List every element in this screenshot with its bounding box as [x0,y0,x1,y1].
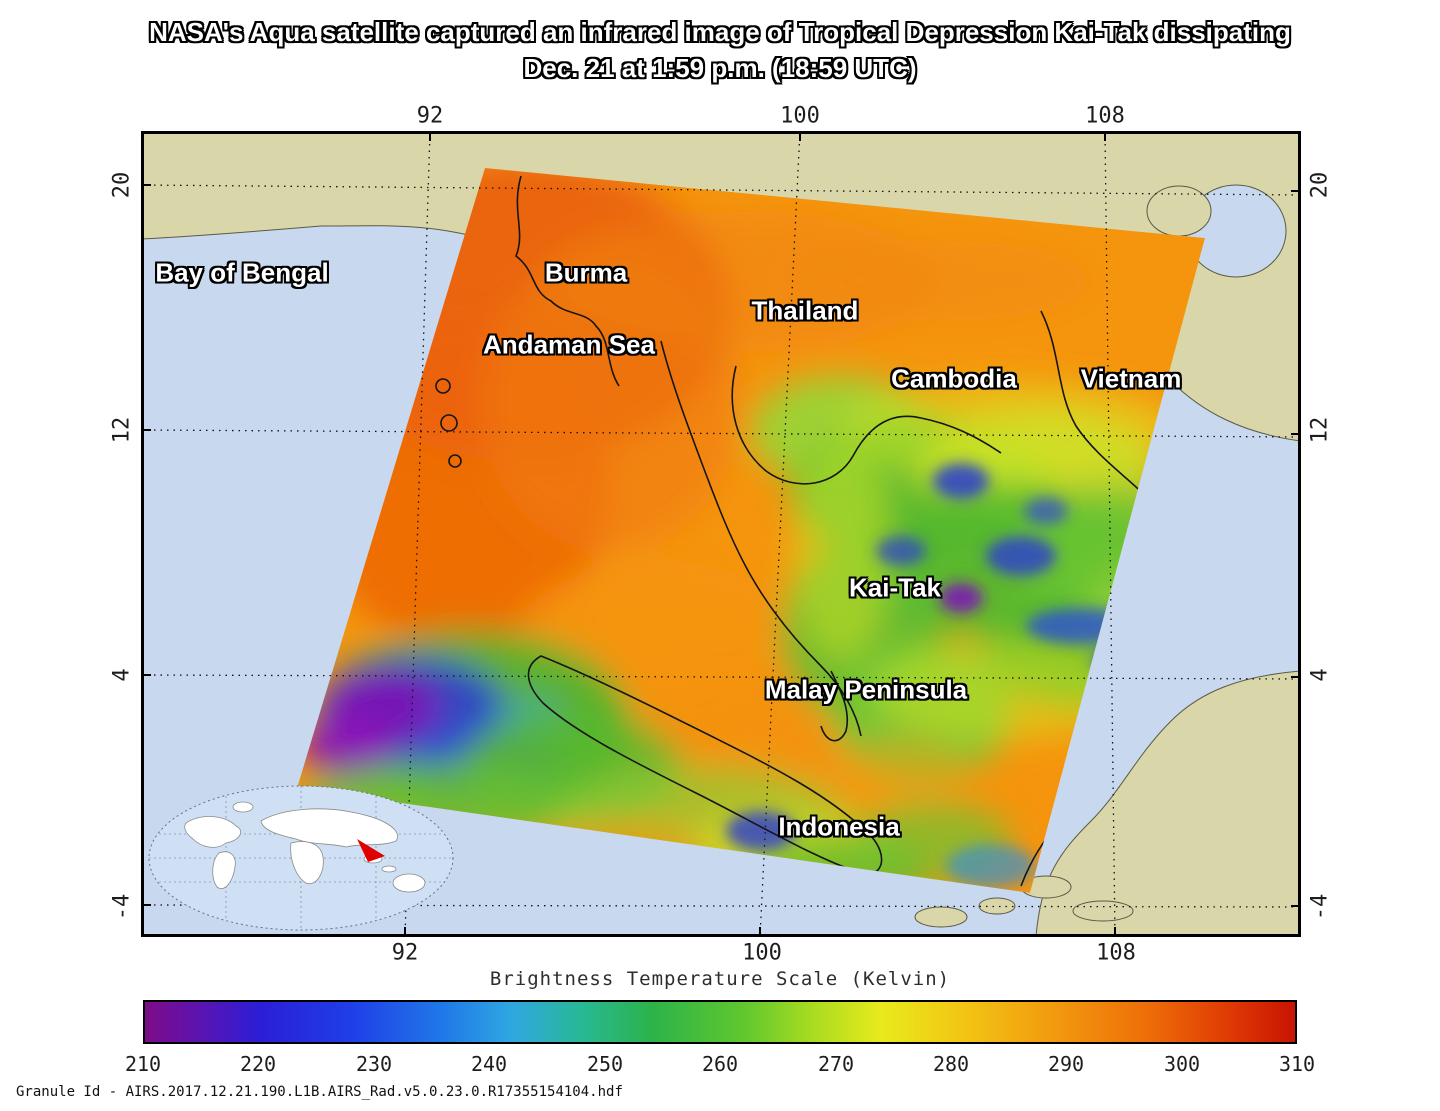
scale-tick-210: 210 [124,1052,162,1076]
scale-tick-300: 300 [1163,1052,1201,1076]
satellite-map [141,131,1301,937]
place-label-malay-peninsula: Malay Peninsula [764,674,968,705]
place-label-cambodia: Cambodia [891,363,1017,394]
image-title: NASA's Aqua satellite captured an infrar… [0,14,1440,86]
inset-continents [184,801,426,893]
lon-label-top-92: 92 [416,103,444,129]
title-line-1: NASA's Aqua satellite captured an infrar… [149,17,1291,47]
scale-title: Brightness Temperature Scale (Kelvin) [489,968,951,990]
lat-label-left-neg4: -4 [109,893,135,921]
scale-tick-280: 280 [932,1052,970,1076]
place-label-burma: Burma [544,257,628,288]
lon-label-top-108: 108 [1085,103,1125,129]
red-location-arrow [357,839,385,862]
grid-lines [141,131,1301,937]
granule-id-text: Granule Id - AIRS.2017.12.21.190.L1B.AIR… [16,1084,623,1100]
andaman-islands [435,378,462,468]
lat-label-left-20: 20 [109,171,135,199]
place-label-kai-tak: Kai-Tak [849,572,941,603]
place-label-indonesia: Indonesia [778,811,900,842]
scale-tick-240: 240 [470,1052,508,1076]
lat-label-right-4: 4 [1307,668,1333,682]
place-label-andaman-sea: Andaman Sea [483,329,655,360]
scale-tick-230: 230 [355,1052,393,1076]
map-frame [141,131,1301,937]
place-label-bay-of-bengal: Bay of Bengal [155,257,329,288]
frame-ticks [141,131,1301,937]
scale-tick-270: 270 [817,1052,855,1076]
title-line-2: Dec. 21 at 1:59 p.m. (18:59 UTC) [523,53,917,83]
lat-label-right-20: 20 [1307,171,1333,199]
scale-tick-260: 260 [701,1052,739,1076]
place-label-thailand: Thailand [751,295,859,326]
scale-tick-310: 310 [1278,1052,1316,1076]
lon-label-bottom-108: 108 [1096,940,1136,966]
lat-label-right-12: 12 [1307,416,1333,444]
lon-label-bottom-100: 100 [742,940,782,966]
place-label-vietnam: Vietnam [1080,363,1182,394]
scale-tick-290: 290 [1047,1052,1085,1076]
scale-tick-220: 220 [239,1052,277,1076]
inset-world-map [148,785,454,931]
lon-label-top-100: 100 [780,103,820,129]
scale-tick-250: 250 [586,1052,624,1076]
temperature-gradient-bar [143,1000,1297,1044]
lon-label-bottom-92: 92 [391,940,419,966]
lat-label-left-12: 12 [109,416,135,444]
lat-label-right-neg4: -4 [1307,893,1333,921]
lat-label-left-4: 4 [109,668,135,682]
satellite-swath [297,168,1205,893]
